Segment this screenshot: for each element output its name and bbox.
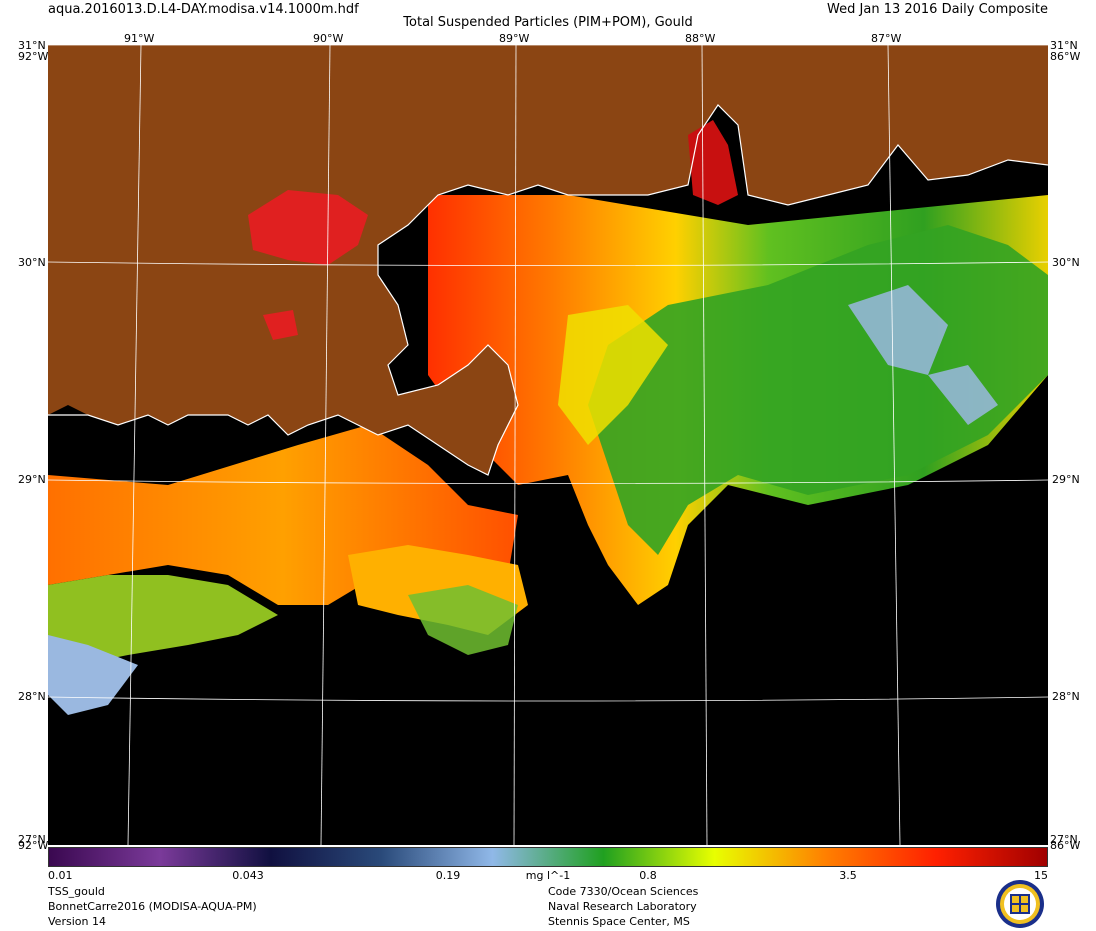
footer-org-name: Naval Research Laboratory <box>548 900 697 913</box>
lake-pontchartrain <box>248 190 368 265</box>
tss-map <box>48 45 1048 845</box>
lon-label-89w: 89°W <box>499 32 530 45</box>
date-label: Wed Jan 13 2016 Daily Composite <box>827 2 1048 17</box>
colorbar-tick-3: 0.8 <box>639 869 657 882</box>
lat-label-30n-left: 30°N <box>18 256 46 269</box>
lat-label-top-right: 31°N <box>1050 39 1078 52</box>
colorbar-tick-0: 0.01 <box>48 869 73 882</box>
lon-label-bottom-left: 92°W <box>18 839 49 852</box>
lon-label-87w: 87°W <box>871 32 902 45</box>
yellow-band <box>558 305 668 445</box>
colorbar-units: mg l^-1 <box>525 869 571 882</box>
green-core <box>588 225 1048 555</box>
lon-label-top-left: 92°W <box>18 50 49 63</box>
lon-label-bottom-right: 86°W <box>1050 839 1081 852</box>
filename-label: aqua.2016013.D.L4-DAY.modisa.v14.1000m.h… <box>48 2 359 17</box>
west-green <box>48 575 278 665</box>
lat-label-top-left: 31°N <box>18 39 46 52</box>
mid-green <box>408 585 518 655</box>
lon-label-90w: 90°W <box>313 32 344 45</box>
mobile-bay <box>688 120 738 205</box>
lat-label-29n-left: 29°N <box>18 473 46 486</box>
lat-label-30n-right: 30°N <box>1052 256 1080 269</box>
colorbar-tick-2: 0.19 <box>435 869 461 882</box>
footer-version: Version 14 <box>48 915 106 928</box>
colorbar-tick-5: 15 <box>1034 869 1048 882</box>
lat-label-bottom-right: 27°N <box>1050 833 1078 846</box>
lon-label-top-right: 86°W <box>1050 50 1081 63</box>
blue-patches <box>848 285 998 425</box>
footer-dataset: BonnetCarre2016 (MODISA-AQUA-PM) <box>48 900 257 913</box>
lat-label-29n-right: 29°N <box>1052 473 1080 486</box>
lat-label-28n-right: 28°N <box>1052 690 1080 703</box>
lon-label-88w: 88°W <box>685 32 716 45</box>
lon-label-91w: 91°W <box>124 32 155 45</box>
land-area <box>48 45 1048 475</box>
lat-label-bottom-left: 27°N <box>18 833 46 846</box>
lat-label-28n-left: 28°N <box>18 690 46 703</box>
colorbar-tick-4: 3.5 <box>839 869 857 882</box>
map-title: Total Suspended Particles (PIM+POM), Gou… <box>403 15 693 30</box>
lat-lon-grid <box>48 45 1048 845</box>
lake-borgne <box>263 310 298 340</box>
footer-product: TSS_gould <box>48 885 105 898</box>
footer-org-location: Stennis Space Center, MS <box>548 915 690 928</box>
colorbar-tick-1: 0.043 <box>232 869 264 882</box>
footer-org-code: Code 7330/Ocean Sciences <box>548 885 699 898</box>
coastline <box>48 104 1048 476</box>
nrl-seal-logo <box>996 880 1044 928</box>
colorbar <box>48 847 1048 867</box>
west-blue <box>48 635 138 715</box>
